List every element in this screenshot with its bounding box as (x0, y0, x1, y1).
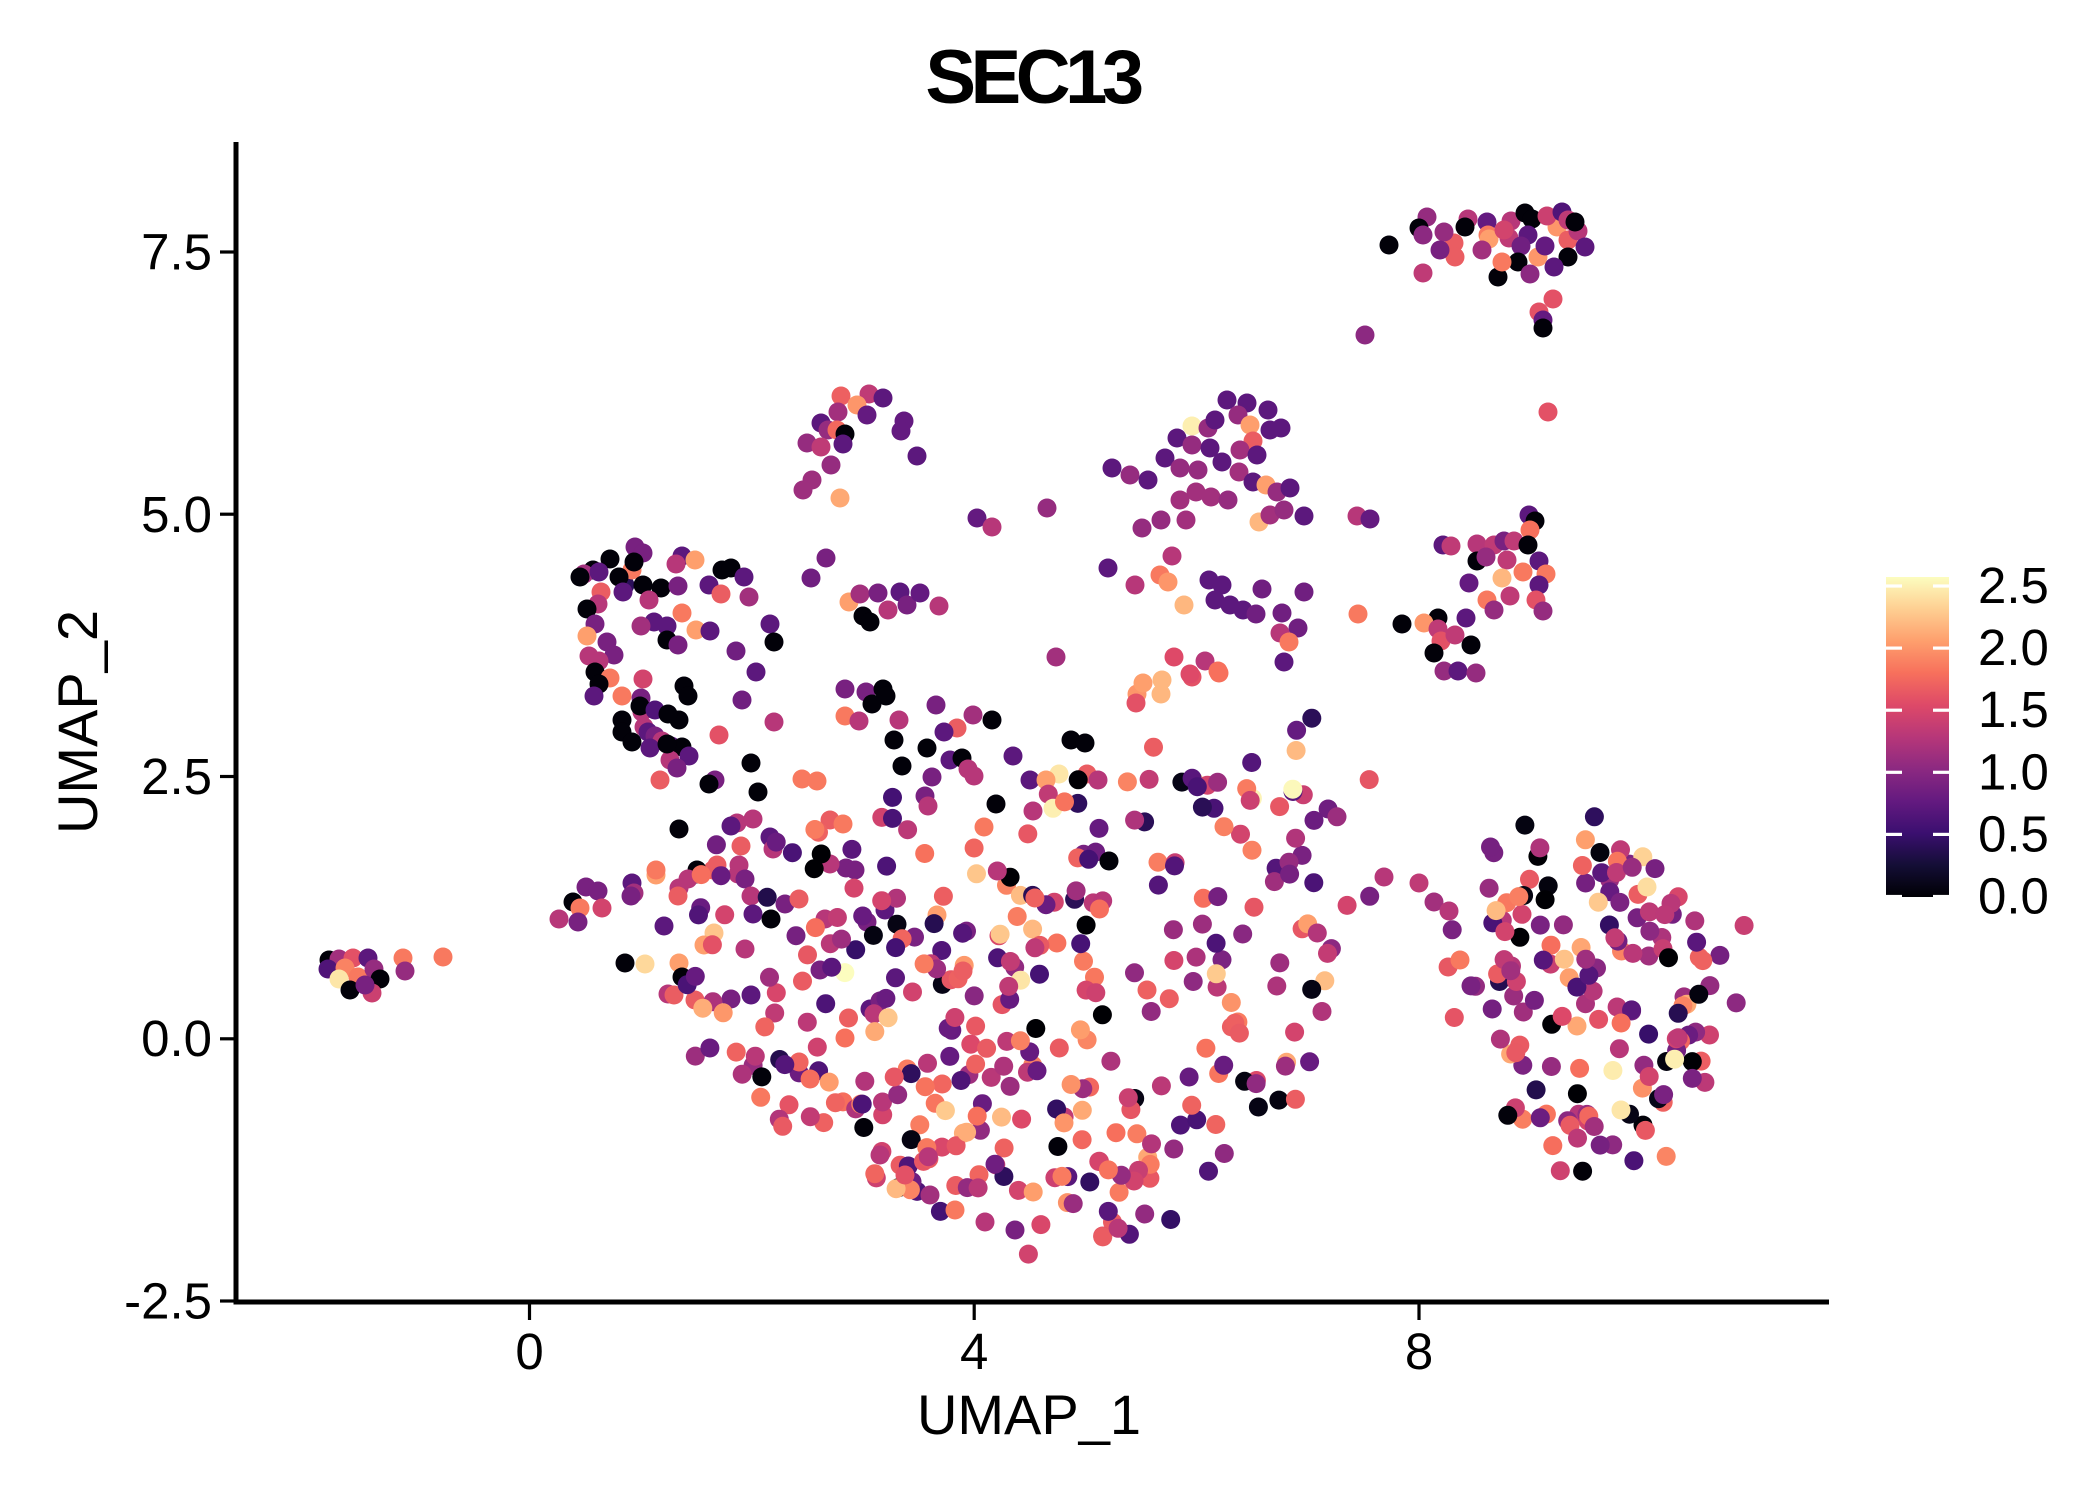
svg-text:2.5: 2.5 (141, 748, 212, 805)
svg-text:SEC13: SEC13 (925, 35, 1142, 120)
svg-text:-2.5: -2.5 (124, 1273, 212, 1330)
svg-text:1.5: 1.5 (1978, 681, 2049, 738)
svg-text:0.5: 0.5 (1978, 805, 2049, 862)
svg-text:0.0: 0.0 (1978, 868, 2049, 925)
svg-text:UMAP_1: UMAP_1 (917, 1383, 1141, 1446)
svg-text:0.0: 0.0 (141, 1010, 212, 1067)
svg-text:5.0: 5.0 (141, 486, 212, 543)
svg-text:4: 4 (960, 1323, 988, 1380)
svg-text:7.5: 7.5 (141, 224, 212, 281)
svg-text:2.0: 2.0 (1978, 619, 2049, 676)
svg-text:UMAP_2: UMAP_2 (46, 610, 109, 834)
svg-text:2.5: 2.5 (1978, 557, 2049, 614)
svg-text:8: 8 (1405, 1323, 1433, 1380)
svg-text:0: 0 (515, 1323, 543, 1380)
svg-text:1.0: 1.0 (1978, 743, 2049, 800)
